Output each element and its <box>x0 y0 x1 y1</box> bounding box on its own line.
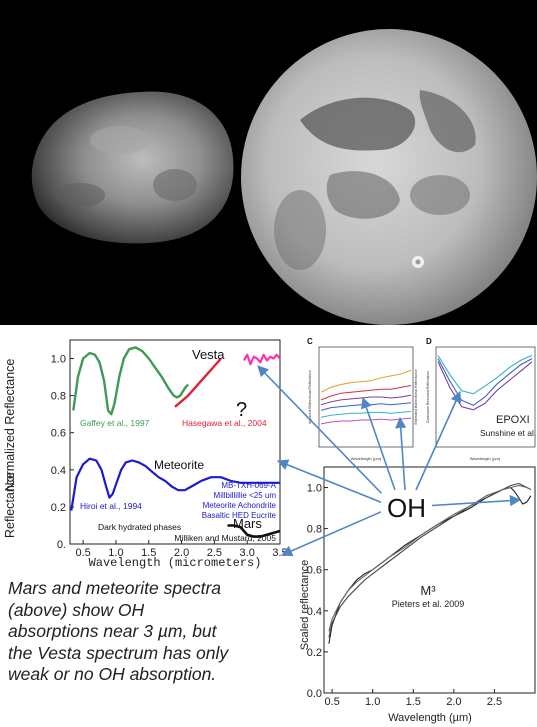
main-ytick-lower-label-0: 0.4 <box>51 465 66 477</box>
main-xtick-label-2: 1.5 <box>141 547 156 559</box>
panel-c-label: C <box>307 337 313 346</box>
series-meteorite <box>70 457 280 511</box>
caption-line-2: (above) show OH <box>8 599 145 620</box>
epoxi-label: EPOXI <box>496 414 530 426</box>
series-gaffey <box>72 346 189 416</box>
caption: Mars and meteorite spectra (above) show … <box>8 578 308 686</box>
top-image-panel <box>0 0 537 325</box>
main-ytick-lower-label-1: 0.2 <box>51 502 66 514</box>
panel-c-frame <box>318 346 414 448</box>
main-ytick-upper-label-1: 0.8 <box>51 391 66 403</box>
main-ytick-upper-label-0: 1.0 <box>51 354 66 366</box>
main-xtick-label-1: 1.0 <box>108 547 123 559</box>
main-plot-frame <box>69 339 281 545</box>
series-hasegawa <box>174 357 222 408</box>
label-meteorite-desc-2: Millbillillie <25 um <box>214 491 277 500</box>
label-milliken: Milliken and Mustard, 2005 <box>174 533 276 543</box>
arrow-to-vesta <box>257 365 386 498</box>
main-ytick-upper-label-2: 0.6 <box>51 428 66 440</box>
panel-d-series-blue <box>437 358 533 406</box>
main-xlabel: Wavelength (micrometers) <box>89 556 262 570</box>
vesta-asteroid-image <box>31 91 234 244</box>
panel-c-series-orange <box>320 369 412 393</box>
label-dark-phases: Dark hydrated phases <box>98 522 181 532</box>
caption-line-5: weak or no OH absorption. <box>8 664 217 684</box>
main-ylabel-lower: Reflectance <box>3 472 17 538</box>
series-mars <box>227 524 281 538</box>
m3-label: M³ <box>420 583 436 598</box>
panel-c-lines <box>320 369 412 425</box>
top-image-svg <box>31 29 537 325</box>
label-hasegawa: Hasegawa et al., 2004 <box>182 418 267 428</box>
panel-c-ylabel-right: Estimated Bidirectional Reflectance <box>414 369 418 424</box>
main-ytick-lower-label-2: 0. <box>57 539 66 551</box>
label-vesta: Vesta <box>192 347 225 362</box>
label-meteorite-desc-1: MB-TXH-069-A <box>221 481 276 490</box>
label-question: ? <box>236 399 247 421</box>
label-meteorite-desc-4: Basaltic HED Eucrite <box>202 511 277 520</box>
label-meteorite-desc-3: Meteorite Achondrite <box>203 501 277 510</box>
panel-c-series-cyan <box>320 410 412 418</box>
panel-d-series-cyan <box>437 354 533 395</box>
caption-line-1: Mars and meteorite spectra <box>8 578 222 598</box>
m3-ytick-label-4: 0.8 <box>307 524 322 536</box>
label-mars: Mars <box>233 516 262 531</box>
m3-series-m3-3 <box>328 484 532 632</box>
oh-label: OH <box>381 493 432 524</box>
m3-ylabel: Scaled reflectance <box>300 560 311 651</box>
m3-ytick-label-3: 0.6 <box>307 565 322 577</box>
panel-d-frame <box>435 346 536 448</box>
m3-series-m3-2 <box>328 482 532 638</box>
main-chart-ticks: 0.5 1.0 1.5 2.0 2.5 3.0 3.51.00.80.60.40.20. <box>51 354 288 559</box>
main-chart-lines <box>70 346 281 538</box>
label-hiroi: Hiroi et al., 1994 <box>80 501 142 511</box>
panel-d-chart: D Continuum Removed Reflectance Waveleng… <box>424 335 537 465</box>
main-xtick-label-5: 3.0 <box>240 547 255 559</box>
arrow-to-panel-d <box>415 390 461 491</box>
m3-xtick-label-0: 0.5 <box>324 696 339 708</box>
panel-c-series-red <box>320 385 412 401</box>
epoxi-citation: Sunshine et al. 2009 <box>480 428 537 438</box>
caption-line-4: the Vesta spectrum has only <box>8 642 229 663</box>
main-xtick-label-3: 2.0 <box>174 547 189 559</box>
arrow-to-panel-c2 <box>395 416 407 491</box>
panel-c-ylabel-left: Apparent Bidirectional Reflectance <box>308 370 312 424</box>
caption-line-3: absorptions near 3 µm, but <box>8 621 217 641</box>
main-ylabel-upper: Normalized Reflectance <box>3 359 17 492</box>
arrow-to-m3 <box>423 495 522 507</box>
m3-ytick-label-0: 0.0 <box>307 688 322 700</box>
m3-ytick-label-1: 0.2 <box>307 647 322 659</box>
m3-citation: Pieters et al. 2009 <box>392 599 465 609</box>
m3-xtick-label-4: 2.5 <box>487 696 502 708</box>
panel-d-xlabel: Wavelength (µm) <box>470 456 501 461</box>
spectra-comparison-chart: 0.5 1.0 1.5 2.0 2.5 3.0 3.51.00.80.60.40.20. N… <box>3 339 288 570</box>
m3-xtick-label-2: 1.5 <box>406 696 421 708</box>
full-moon-image <box>241 29 537 325</box>
panel-c-xlabel: Wavelength (µm) <box>351 456 382 461</box>
m3-xtick-label-3: 2.0 <box>446 696 461 708</box>
m3-plot-frame <box>323 466 536 694</box>
panel-d-label: D <box>426 337 432 346</box>
label-gaffey: Gaffey et al., 1997 <box>80 418 150 428</box>
label-meteorite: Meteorite <box>154 458 204 472</box>
series-vesta-3um <box>242 353 281 366</box>
arrow-to-mars <box>280 510 384 557</box>
panel-d-ylabel: Continuum Removed Reflectance <box>426 371 430 423</box>
m3-ytick-label-2: 0.4 <box>307 606 322 618</box>
m3-xtick-label-1: 1.0 <box>365 696 380 708</box>
arrow-to-meteorite <box>276 459 384 504</box>
main-xtick-label-4: 2.5 <box>207 547 222 559</box>
m3-ytick-label-5: 1.0 <box>307 483 322 495</box>
main-xtick-label-0: 0.5 <box>75 547 90 559</box>
m3-ticks: 0.5 1.0 1.5 2.0 2.5 0.0 0.2 0.4 0.6 0.8 1.0 <box>307 483 502 708</box>
arrow-to-panel-c <box>361 396 396 491</box>
m3-xlabel: Wavelength (µm) <box>388 712 472 724</box>
